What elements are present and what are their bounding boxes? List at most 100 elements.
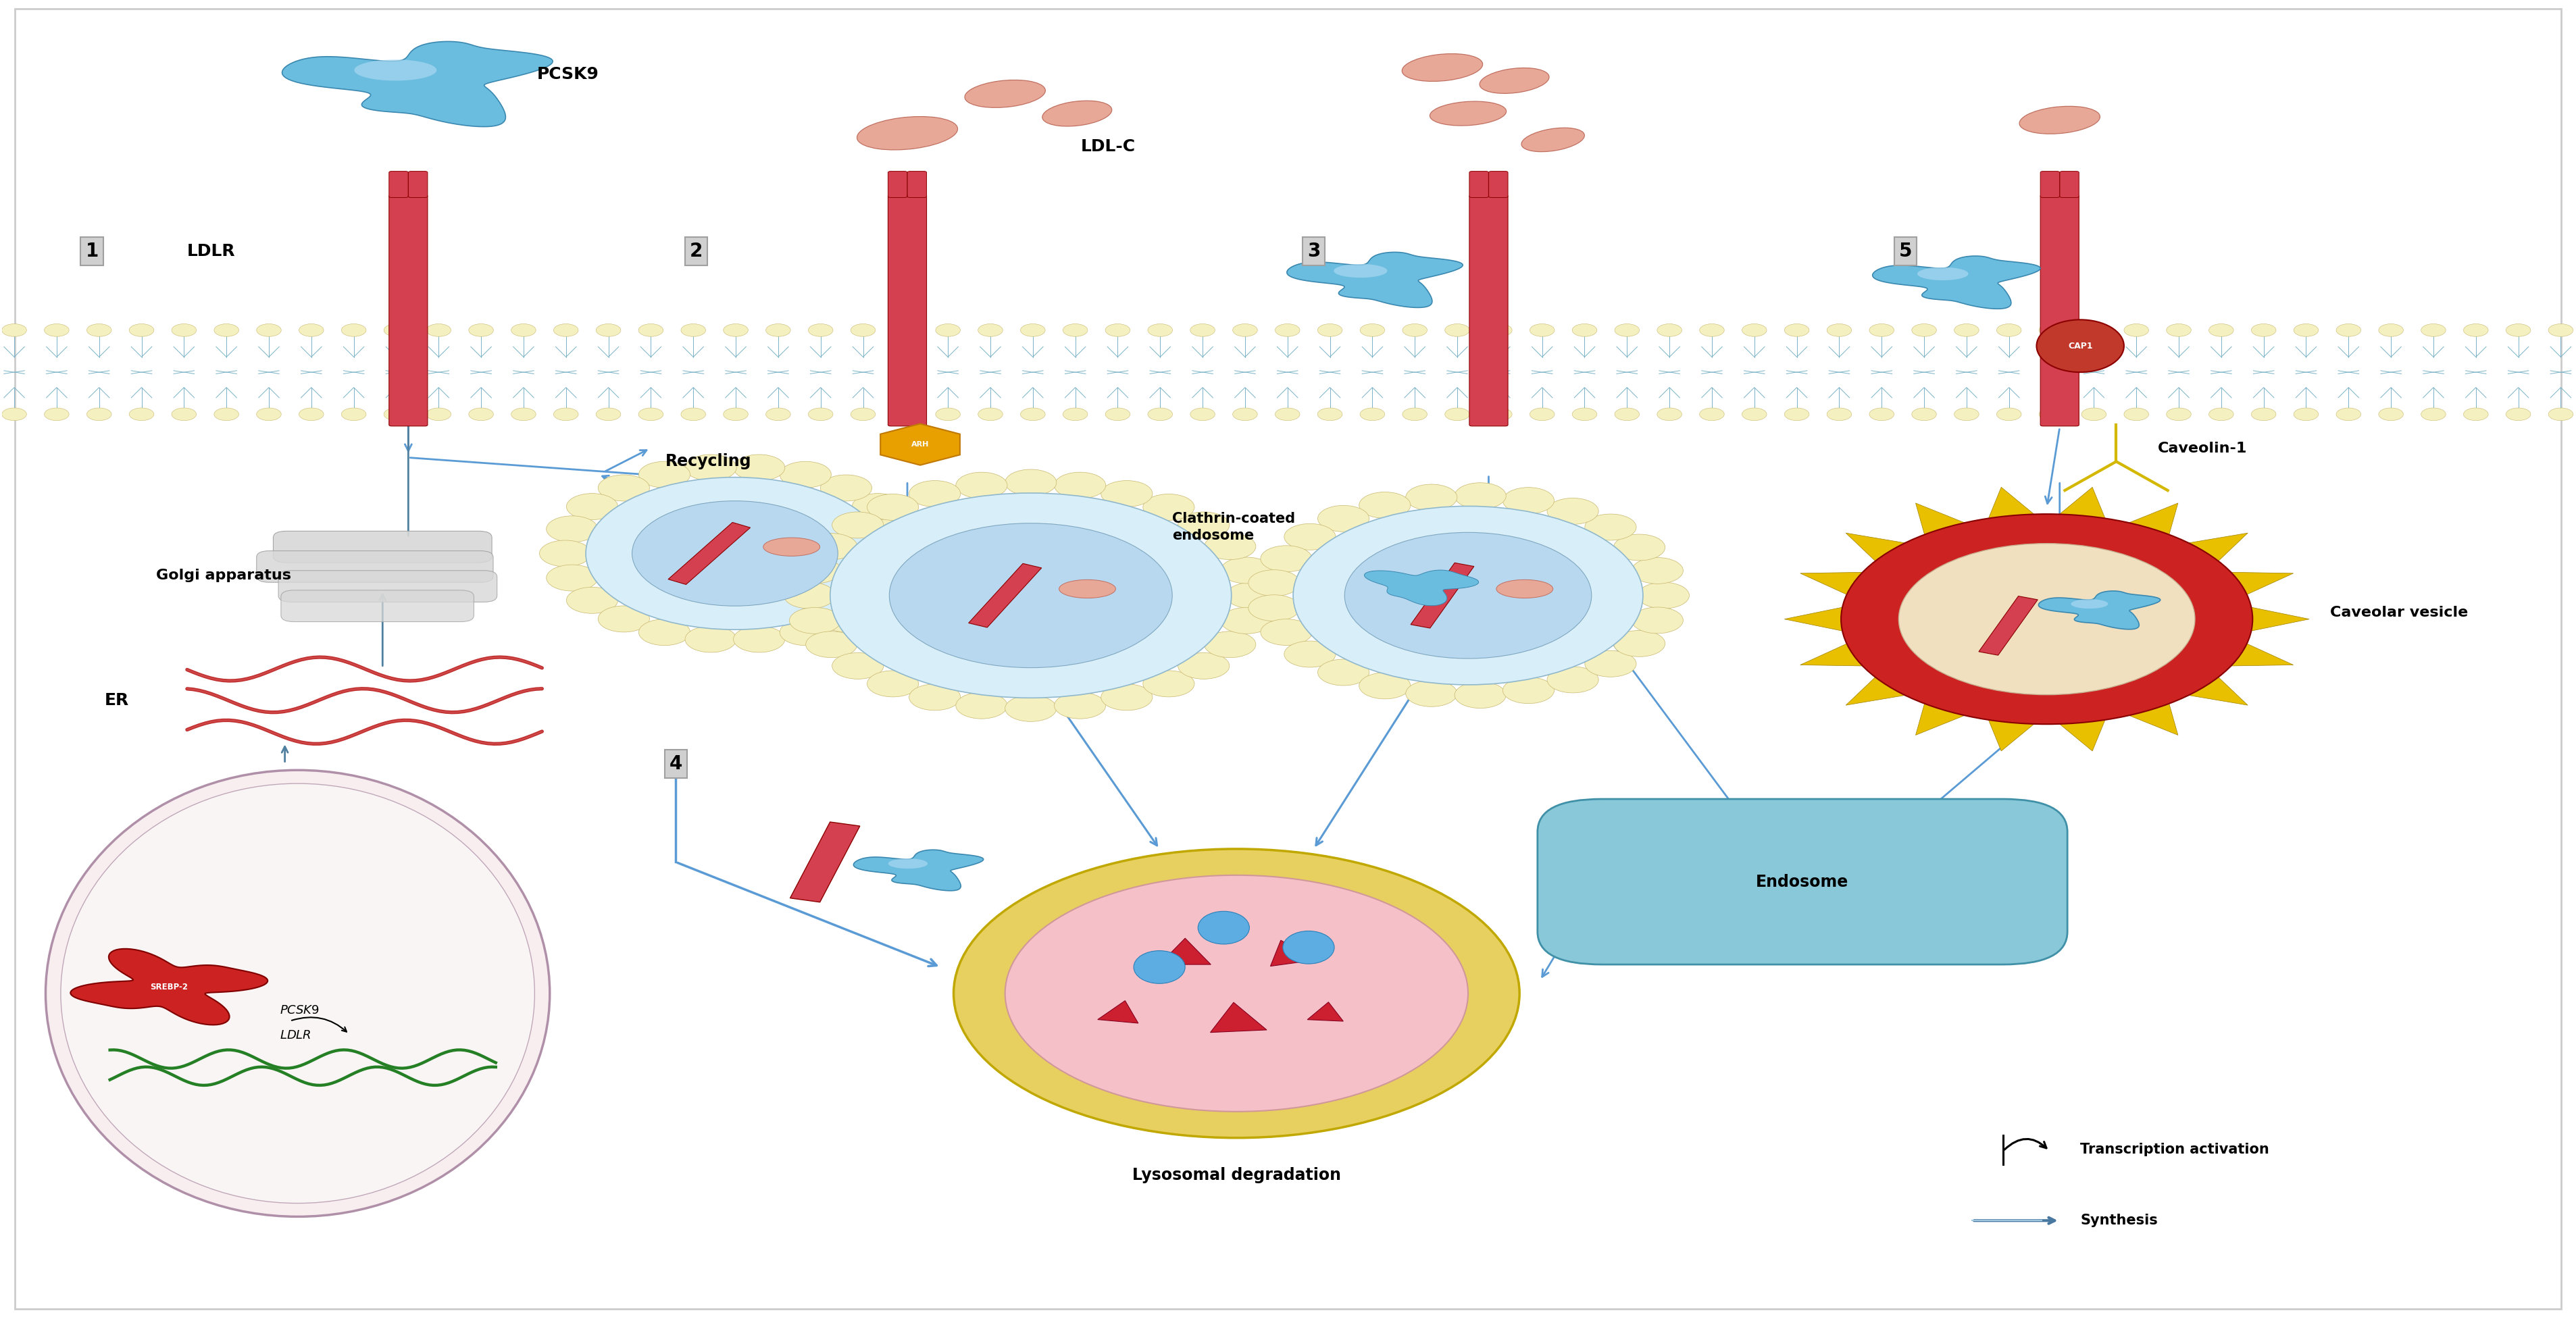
Circle shape (1105, 324, 1131, 336)
Text: Golgi apparatus: Golgi apparatus (157, 569, 291, 582)
Ellipse shape (858, 116, 958, 150)
Circle shape (343, 408, 366, 420)
Circle shape (809, 408, 832, 420)
Ellipse shape (1133, 951, 1185, 984)
Polygon shape (2223, 641, 2293, 666)
Polygon shape (355, 59, 435, 80)
Text: SREBP-2: SREBP-2 (149, 982, 188, 992)
Circle shape (1613, 535, 1664, 561)
FancyBboxPatch shape (1468, 195, 1507, 427)
Circle shape (956, 693, 1007, 719)
Circle shape (2506, 408, 2530, 420)
Polygon shape (1847, 674, 1911, 705)
Circle shape (2251, 408, 2277, 420)
Circle shape (889, 523, 1172, 668)
Text: PCSK9: PCSK9 (536, 66, 600, 82)
Ellipse shape (1043, 100, 1113, 126)
Circle shape (1741, 408, 1767, 420)
Circle shape (1105, 408, 1131, 420)
Circle shape (510, 324, 536, 336)
Circle shape (685, 626, 737, 652)
Circle shape (1020, 324, 1046, 336)
Polygon shape (969, 564, 1041, 627)
Circle shape (2506, 324, 2530, 336)
Circle shape (1275, 324, 1301, 336)
Circle shape (853, 587, 904, 614)
FancyBboxPatch shape (889, 171, 907, 198)
Polygon shape (1917, 701, 1971, 735)
Circle shape (1064, 408, 1087, 420)
Text: CAP1: CAP1 (2069, 341, 2092, 350)
Circle shape (510, 408, 536, 420)
Circle shape (44, 408, 70, 420)
FancyBboxPatch shape (273, 531, 492, 562)
Circle shape (2208, 408, 2233, 420)
Circle shape (850, 408, 876, 420)
Circle shape (258, 324, 281, 336)
Circle shape (873, 565, 925, 591)
Circle shape (935, 408, 961, 420)
Circle shape (1401, 324, 1427, 336)
Polygon shape (1986, 716, 2038, 751)
Circle shape (1149, 408, 1172, 420)
Circle shape (894, 324, 917, 336)
Polygon shape (2182, 533, 2249, 564)
Ellipse shape (1479, 68, 1548, 94)
FancyBboxPatch shape (278, 570, 497, 602)
Circle shape (680, 408, 706, 420)
Circle shape (554, 324, 580, 336)
Polygon shape (1412, 562, 1473, 628)
Circle shape (1206, 533, 1257, 560)
Polygon shape (889, 859, 927, 869)
Circle shape (1548, 498, 1600, 524)
Text: LDL-C: LDL-C (1079, 138, 1136, 154)
Circle shape (2081, 324, 2107, 336)
Circle shape (44, 324, 70, 336)
Circle shape (1584, 514, 1636, 540)
FancyBboxPatch shape (1538, 799, 2069, 964)
Circle shape (1293, 506, 1643, 685)
Circle shape (1548, 666, 1600, 693)
Circle shape (1316, 324, 1342, 336)
FancyBboxPatch shape (1468, 171, 1489, 198)
Circle shape (1249, 570, 1301, 597)
Circle shape (88, 408, 111, 420)
Circle shape (1260, 545, 1311, 572)
Polygon shape (1986, 487, 2038, 522)
Circle shape (1911, 324, 1937, 336)
Text: $\it{LDLR}$: $\it{LDLR}$ (281, 1030, 312, 1042)
Circle shape (788, 607, 840, 633)
FancyBboxPatch shape (281, 590, 474, 622)
Circle shape (806, 533, 858, 560)
Circle shape (631, 500, 837, 606)
FancyBboxPatch shape (889, 195, 927, 427)
Circle shape (546, 516, 598, 543)
Circle shape (1899, 544, 2195, 695)
FancyBboxPatch shape (907, 171, 927, 198)
Circle shape (1285, 524, 1334, 551)
Ellipse shape (1522, 128, 1584, 151)
Circle shape (1149, 324, 1172, 336)
Polygon shape (1847, 533, 1911, 564)
Circle shape (783, 582, 835, 608)
Circle shape (868, 670, 920, 697)
Polygon shape (1978, 597, 2038, 656)
Circle shape (1054, 693, 1105, 719)
Circle shape (1700, 408, 1723, 420)
Circle shape (1955, 408, 1978, 420)
Circle shape (979, 324, 1002, 336)
Circle shape (1285, 641, 1334, 668)
Circle shape (1584, 651, 1636, 677)
Circle shape (3, 408, 26, 420)
Circle shape (1345, 532, 1592, 658)
Circle shape (129, 408, 155, 420)
Polygon shape (667, 523, 750, 585)
Polygon shape (2056, 716, 2107, 751)
Polygon shape (2071, 599, 2107, 608)
Circle shape (1064, 324, 1087, 336)
Circle shape (1870, 324, 1893, 336)
Circle shape (173, 324, 196, 336)
Text: Clathrin-coated
endosome: Clathrin-coated endosome (1172, 512, 1296, 543)
Circle shape (868, 494, 920, 520)
Circle shape (1360, 324, 1386, 336)
